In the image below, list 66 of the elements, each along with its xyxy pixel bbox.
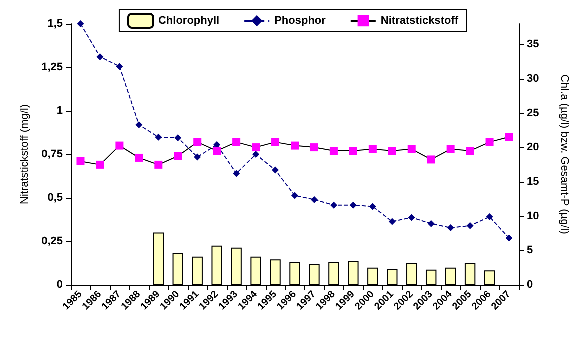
point <box>174 134 182 142</box>
legend-label: Chlorophyll <box>158 15 220 27</box>
point <box>155 134 162 141</box>
point <box>310 144 318 152</box>
point <box>214 141 221 148</box>
y-tick-label: 0,75 <box>42 148 63 160</box>
point <box>408 145 416 154</box>
point <box>466 222 474 230</box>
point <box>154 160 163 169</box>
point <box>506 234 513 242</box>
point <box>388 218 396 226</box>
y-axis-title: Nitratstickstoff (mg/l) <box>19 104 32 205</box>
point <box>96 53 104 60</box>
y-tick-label: 1,5 <box>48 18 63 30</box>
point <box>135 154 144 162</box>
point <box>194 138 202 146</box>
point <box>76 157 85 166</box>
y2-tick-label: 20 <box>527 142 540 154</box>
point <box>233 170 240 178</box>
point <box>486 138 494 146</box>
point <box>194 154 202 161</box>
point <box>388 147 396 156</box>
point <box>252 151 260 158</box>
point <box>330 147 338 156</box>
y2-tick-label: 10 <box>527 210 540 222</box>
y2-tick-label: 0 <box>527 279 534 291</box>
point <box>408 214 416 222</box>
point <box>369 203 376 210</box>
point <box>350 202 357 209</box>
point <box>77 20 84 28</box>
point <box>505 133 514 142</box>
point <box>272 138 280 146</box>
point <box>292 192 298 200</box>
legend-label: Nitratstickstoff <box>380 15 459 27</box>
y-tick-label: 0 <box>56 279 63 291</box>
point <box>428 220 435 228</box>
point <box>446 145 455 154</box>
point <box>272 166 280 174</box>
point <box>466 147 474 156</box>
point <box>252 144 260 152</box>
y-tick-label: 1,25 <box>42 62 63 74</box>
point <box>291 142 299 150</box>
point <box>447 224 454 232</box>
point <box>427 156 436 164</box>
point <box>368 145 377 154</box>
point <box>174 152 182 160</box>
point <box>486 214 494 221</box>
y2-axis-title: Chl.a (µg/l) bzw. Gesamt-P (µg/l) <box>558 74 570 234</box>
y-tick-label: 1 <box>56 105 63 117</box>
point <box>349 147 358 156</box>
y-tick-label: 0,5 <box>48 192 63 204</box>
point <box>213 147 222 156</box>
point <box>232 138 241 146</box>
point <box>116 142 124 150</box>
point <box>136 121 143 128</box>
point <box>96 160 104 169</box>
y2-tick-label: 15 <box>527 176 540 188</box>
point <box>330 202 338 209</box>
y2-tick-label: 25 <box>527 107 540 120</box>
y2-tick-label: 35 <box>527 38 540 51</box>
y2-tick-label: 30 <box>527 72 540 85</box>
y-tick-label: 0,25 <box>42 236 63 248</box>
point <box>116 63 124 70</box>
legend-label: Phosphor <box>274 15 327 27</box>
point <box>310 196 318 204</box>
y2-tick-label: 5 <box>527 244 534 257</box>
